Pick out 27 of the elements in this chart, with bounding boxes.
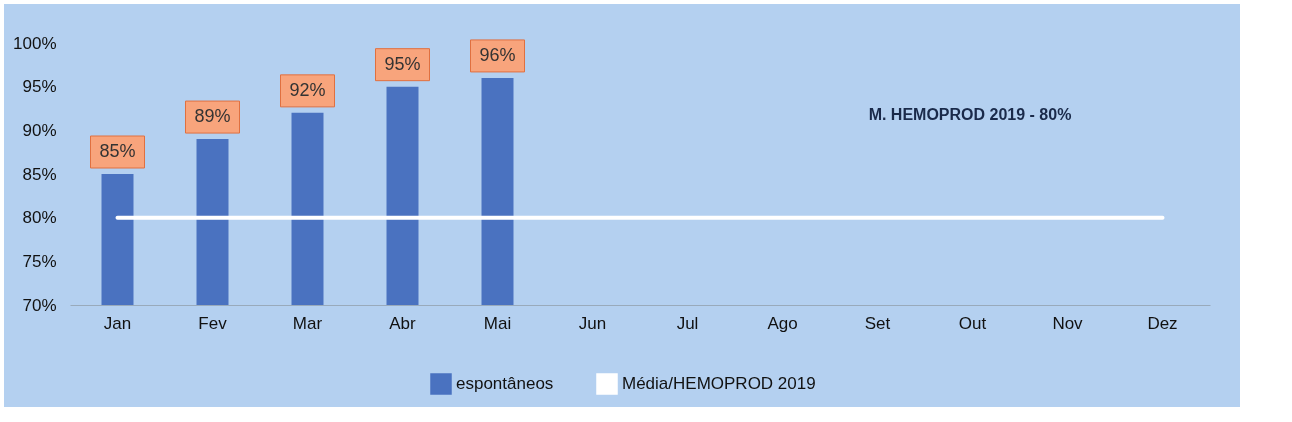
y-tick-label: 100% <box>13 33 57 53</box>
x-tick-label: Dez <box>1147 313 1178 333</box>
x-tick-label: Jan <box>103 313 132 333</box>
x-tick-label: Mai <box>483 313 512 333</box>
y-tick-label: 80% <box>22 208 57 228</box>
y-tick-label: 75% <box>22 251 57 271</box>
annotation: M. HEMOPROD 2019 - 80% <box>868 106 1072 123</box>
data-label: 89% <box>194 106 231 127</box>
x-tick-label: Jul <box>676 313 699 333</box>
x-tick-label: Abr <box>389 313 417 333</box>
x-tick-label: Jun <box>578 313 607 333</box>
data-label: 96% <box>479 44 516 65</box>
x-tick-label: Mar <box>292 313 323 333</box>
x-tick-label: Out <box>958 313 987 333</box>
y-tick-label: 95% <box>22 77 57 97</box>
data-label: 92% <box>289 79 326 100</box>
legend-label: Média/HEMOPROD 2019 <box>622 374 816 393</box>
y-tick-label: 90% <box>22 120 57 140</box>
y-tick-label: 85% <box>22 164 57 184</box>
x-tick-label: Ago <box>767 313 798 333</box>
data-label: 95% <box>384 53 421 74</box>
data-label: 85% <box>99 141 136 161</box>
x-tick-label: Set <box>864 313 891 333</box>
y-tick-label: 70% <box>22 295 57 315</box>
legend-label: espontâneos <box>456 374 554 393</box>
x-tick-label: Nov <box>1052 313 1084 333</box>
x-tick-label: Fev <box>198 313 228 333</box>
